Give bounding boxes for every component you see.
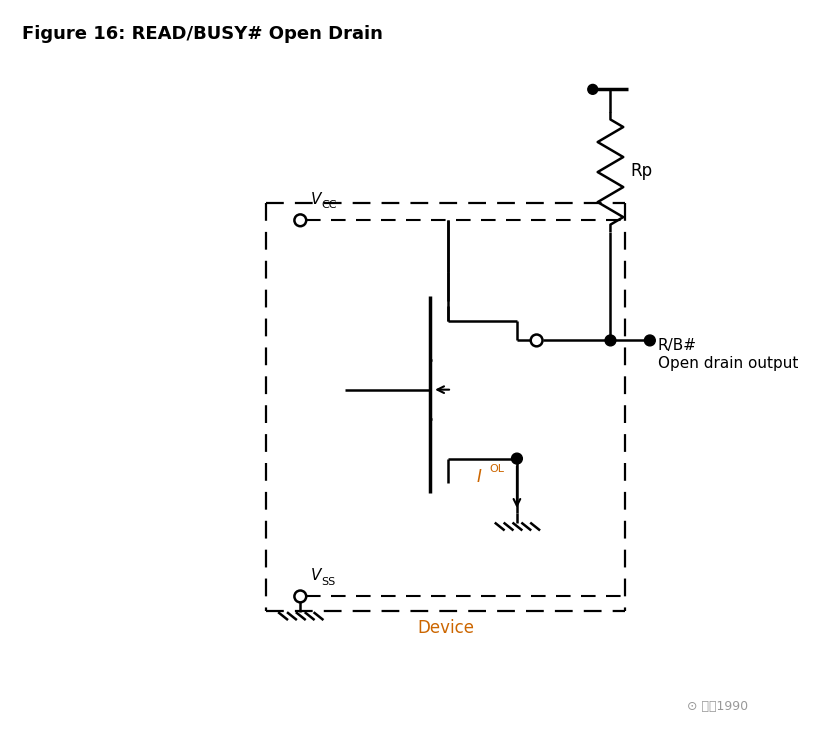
Text: OL: OL: [489, 464, 504, 475]
Circle shape: [294, 214, 306, 226]
Text: $I$: $I$: [475, 468, 482, 486]
Circle shape: [531, 335, 543, 347]
Text: R/B#: R/B#: [657, 339, 696, 353]
Circle shape: [605, 335, 616, 346]
Text: $V$: $V$: [310, 191, 323, 207]
Text: Open drain output: Open drain output: [657, 356, 798, 371]
Circle shape: [512, 453, 523, 464]
Text: Figure 16: READ/BUSY# Open Drain: Figure 16: READ/BUSY# Open Drain: [22, 25, 382, 43]
Text: CC: CC: [321, 200, 337, 210]
Text: SS: SS: [321, 576, 335, 587]
Circle shape: [644, 335, 656, 346]
Text: Rp: Rp: [630, 162, 652, 180]
Text: ⊙ 阿宝1990: ⊙ 阿宝1990: [687, 700, 748, 712]
Text: $V$: $V$: [310, 567, 323, 583]
Circle shape: [294, 590, 306, 602]
Text: Device: Device: [417, 619, 474, 637]
Circle shape: [588, 85, 597, 94]
